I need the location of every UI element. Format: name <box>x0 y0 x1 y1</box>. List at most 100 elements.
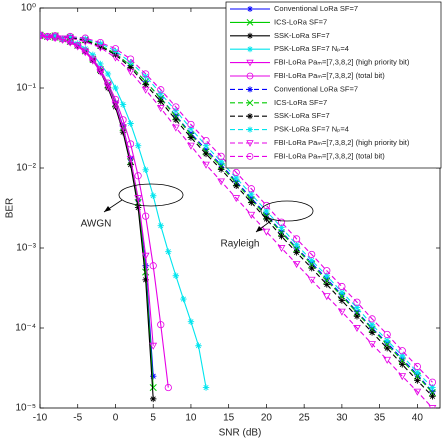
marker <box>112 47 119 55</box>
marker <box>164 383 172 392</box>
marker <box>413 362 421 371</box>
marker <box>156 105 165 113</box>
marker <box>119 124 127 132</box>
marker <box>277 218 286 226</box>
marker <box>247 185 255 193</box>
marker <box>247 211 256 219</box>
marker <box>383 356 392 364</box>
marker <box>232 195 241 203</box>
marker <box>293 241 300 248</box>
marker <box>187 142 195 150</box>
marker <box>180 295 187 303</box>
marker <box>233 182 240 189</box>
marker <box>157 86 165 94</box>
marker <box>368 321 376 328</box>
marker <box>413 388 422 396</box>
marker <box>202 150 210 158</box>
marker <box>399 355 406 363</box>
legend-label: ICS-LoRa SF=7 <box>274 17 327 26</box>
x-tick-label: 10 <box>185 413 197 424</box>
marker <box>127 120 134 127</box>
marker <box>202 146 210 153</box>
legend-box <box>225 1 442 169</box>
legend-label: SSK-LoRa SF=7 <box>274 31 330 40</box>
ticks: -10 -5 0 5 10 15 20 25 30 35 40 10⁰ 10⁻¹ 10⁻² 10⁻³ 10⁻⁴… <box>15 3 440 424</box>
marker <box>171 124 180 132</box>
series-line <box>40 35 169 388</box>
marker <box>246 19 254 26</box>
marker <box>368 341 376 349</box>
marker <box>338 282 346 291</box>
marker <box>353 304 361 311</box>
marker <box>74 41 82 50</box>
marker <box>338 289 346 296</box>
marker <box>428 389 437 397</box>
y-tick-label: 10⁻⁴ <box>15 323 36 334</box>
marker <box>187 130 195 137</box>
x-tick-label: 25 <box>299 413 311 424</box>
marker <box>142 276 149 284</box>
x-tick-label: 15 <box>223 413 235 424</box>
marker <box>172 103 180 111</box>
marker <box>308 257 315 264</box>
marker <box>126 68 135 76</box>
marker <box>398 373 407 381</box>
marker <box>383 330 391 339</box>
marker <box>323 272 330 279</box>
marker <box>51 32 59 39</box>
marker <box>233 178 240 185</box>
marker <box>263 207 270 215</box>
marker <box>172 112 180 121</box>
marker <box>202 384 210 391</box>
marker <box>165 248 172 255</box>
marker <box>429 388 436 395</box>
marker <box>414 369 421 376</box>
marker <box>66 33 74 40</box>
marker <box>126 140 135 148</box>
curves <box>40 31 437 408</box>
marker <box>149 342 158 350</box>
marker <box>96 44 105 52</box>
marker <box>81 38 90 46</box>
marker <box>134 172 142 180</box>
marker <box>119 129 127 136</box>
marker <box>353 308 361 315</box>
marker <box>278 228 285 235</box>
marker <box>247 86 253 93</box>
marker <box>96 65 104 74</box>
marker <box>142 268 150 276</box>
marker <box>248 194 255 202</box>
marker <box>150 372 157 380</box>
x-axis-label: SNR (dB) <box>219 428 262 439</box>
marker <box>127 64 134 71</box>
marker <box>383 344 391 352</box>
legend-label: Conventional LoRa SF=7 <box>274 4 358 13</box>
marker <box>150 192 157 199</box>
marker <box>292 261 301 269</box>
marker <box>353 298 361 306</box>
marker <box>398 347 406 355</box>
marker <box>233 174 240 182</box>
y-tick-label: 10⁻¹ <box>16 83 36 94</box>
x-tick-label: 20 <box>261 413 273 424</box>
marker <box>278 233 285 240</box>
marker <box>429 384 436 391</box>
marker <box>157 222 164 229</box>
x-tick-label: 0 <box>113 413 119 424</box>
marker <box>262 228 271 236</box>
marker <box>368 315 376 323</box>
marker <box>399 352 406 359</box>
marker <box>262 201 271 210</box>
marker <box>232 168 240 177</box>
marker <box>368 324 376 332</box>
marker <box>96 38 104 47</box>
marker <box>157 90 164 97</box>
marker <box>149 262 157 270</box>
marker <box>172 272 180 279</box>
marker <box>247 6 253 12</box>
marker <box>247 46 253 53</box>
marker <box>399 361 406 368</box>
marker <box>338 308 346 316</box>
marker <box>40 31 44 39</box>
awgn-ellipse <box>118 183 184 207</box>
